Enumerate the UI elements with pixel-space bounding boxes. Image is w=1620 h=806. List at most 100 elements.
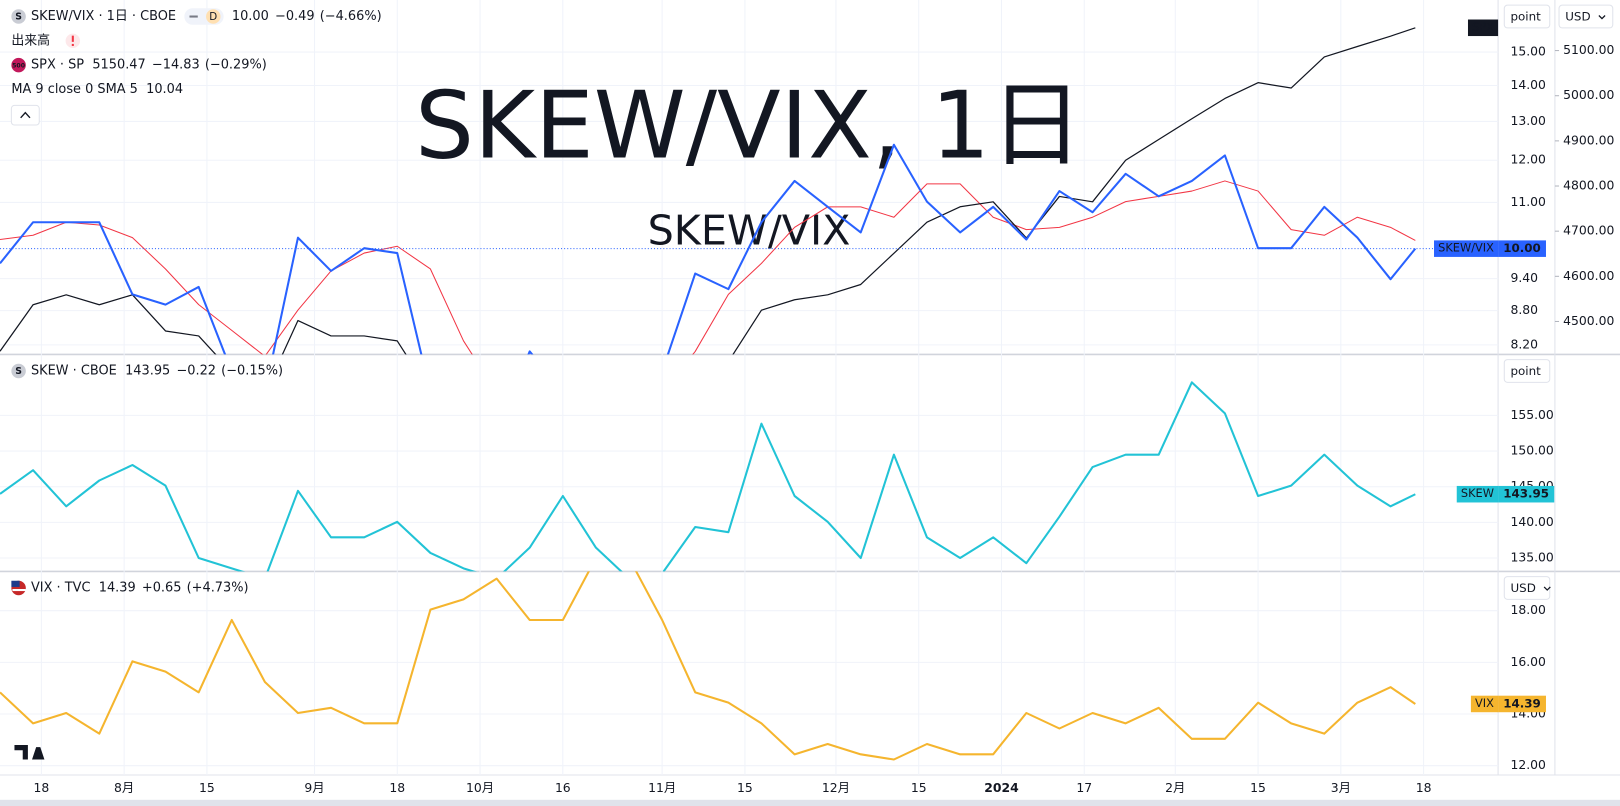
legend-text: 143.95 [125, 363, 170, 378]
legend-text: +0.65 [142, 580, 182, 595]
tag-value: 14.39 [1503, 696, 1541, 710]
x-tick-label: 18 [34, 780, 50, 795]
legend-text: (−0.29%) [205, 58, 267, 73]
x-tick-label: 18 [1416, 780, 1432, 795]
legend-text: −0.49 [275, 9, 315, 24]
legend-text: 出来高 [11, 32, 50, 48]
legend-text: SPX · SP [31, 58, 84, 73]
x-tick-label: 12月 [822, 780, 850, 795]
price-tag: VIX 14.39 [1470, 695, 1546, 713]
scale-button-text: point [1510, 10, 1541, 24]
y-tick-label: 16.00 [1510, 654, 1546, 669]
y-tick-label: 12.00 [1510, 152, 1546, 167]
series-line [0, 180, 1416, 355]
tag-name: SKEW/VIX [1438, 241, 1494, 255]
y-tick-label: 12.00 [1510, 757, 1546, 772]
bottom-bar [0, 799, 1620, 806]
legend-text: (−0.15%) [221, 363, 283, 378]
x-tick-label: 17 [1076, 780, 1092, 795]
y-tick-label: 9.40 [1510, 270, 1538, 285]
legend-text: 14.39 [99, 580, 136, 595]
x-tick-label: 8月 [114, 780, 134, 795]
price-tag: SKEW 143.95 [1456, 485, 1555, 503]
tag-box [1456, 485, 1499, 503]
y2-tick-label: 4500.00 [1563, 313, 1614, 328]
price-tag: SPX [1467, 19, 1499, 37]
y2-tick-label: 4600.00 [1563, 268, 1614, 283]
y2-tick-label: 5100.00 [1563, 42, 1614, 57]
logo [14, 745, 45, 760]
tag-box [1434, 240, 1499, 257]
legend-text: 10.04 [146, 82, 183, 97]
scale-button[interactable] [1503, 4, 1551, 29]
flag-stripe [12, 589, 26, 592]
x-tick-label: 15 [199, 780, 215, 795]
tag-name: SPX [1472, 20, 1494, 34]
legend-text: (+4.73%) [187, 580, 249, 595]
x-tick-label: 3月 [1331, 780, 1351, 795]
scale-button[interactable] [1558, 4, 1614, 29]
x-tick-label: 15 [911, 780, 927, 795]
x-tick-label: 2024 [984, 780, 1019, 795]
y-tick-label: 18.00 [1510, 602, 1546, 617]
collapse-button[interactable] [10, 104, 40, 126]
toggle-dash [189, 15, 198, 18]
series-line [0, 571, 1416, 761]
legend-text: SKEW/VIX · 1日 · CBOE [31, 9, 176, 24]
x-tick-label: 11月 [648, 780, 676, 795]
y2-tick-label: 4700.00 [1563, 223, 1614, 238]
legend-text: (−4.66%) [320, 9, 382, 24]
tag-name: VIX [1475, 696, 1494, 710]
x-tick-label: 9月 [304, 780, 324, 795]
y2-tick-label: 4900.00 [1563, 132, 1614, 147]
legend-text: −0.22 [176, 363, 216, 378]
tag-box [1470, 695, 1499, 713]
legend-text: MA 9 close 0 SMA 5 [11, 82, 138, 97]
legend-text: 5150.47 [92, 58, 145, 73]
symbol-icon [11, 363, 26, 379]
flag-canton [11, 580, 20, 587]
tag-box [1467, 19, 1499, 37]
y-tick-label: 150.00 [1510, 443, 1553, 458]
symbol-icon-text: S [15, 366, 22, 377]
scale-button-text: USD [1565, 10, 1590, 24]
warning-mark [71, 35, 74, 42]
symbol-icon [11, 9, 26, 24]
scale-button-text: USD [1510, 581, 1535, 595]
symbol-icon-text: 500 [12, 63, 26, 70]
tag-box [1498, 240, 1546, 257]
legend-text: 10.00 [232, 9, 269, 24]
x-tick-label: 18 [389, 780, 405, 795]
y-tick-label: 8.80 [1510, 302, 1538, 317]
legend-text: VIX · TVC [31, 580, 91, 595]
tag-box [1498, 695, 1546, 713]
scale-button-text: point [1510, 364, 1541, 378]
interval-text: D [209, 11, 217, 23]
x-tick-label: 2月 [1165, 780, 1185, 795]
symbol-icon-text: S [15, 12, 22, 23]
x-tick-label: 16 [555, 780, 571, 795]
scale-button[interactable] [1503, 359, 1551, 383]
y-tick-label: 140.00 [1510, 514, 1553, 529]
y-tick-label: 155.00 [1510, 407, 1553, 422]
tag-name: SKEW [1461, 486, 1494, 500]
symbol-icon [11, 57, 26, 73]
y2-tick-label: 4800.00 [1563, 178, 1614, 193]
legend-text: SKEW · CBOE [31, 363, 117, 378]
y-tick-label: 8.20 [1510, 336, 1538, 351]
y-tick-label: 11.00 [1510, 194, 1546, 209]
y-tick-label: 135.00 [1510, 550, 1553, 565]
warning-dot [71, 43, 74, 46]
x-tick-label: 10月 [466, 780, 494, 795]
legend-text: −14.83 [152, 58, 200, 73]
collapse-chevron [20, 111, 31, 119]
y-tick-label: 13.00 [1510, 113, 1546, 128]
y-tick-label: 15.00 [1510, 44, 1546, 59]
x-tick-label: 15 [1250, 780, 1266, 795]
dropdown-chevron [1543, 586, 1551, 591]
y-tick-label: 14.00 [1510, 77, 1546, 92]
price-tag: SKEW/VIX 10.00 [1434, 240, 1546, 257]
